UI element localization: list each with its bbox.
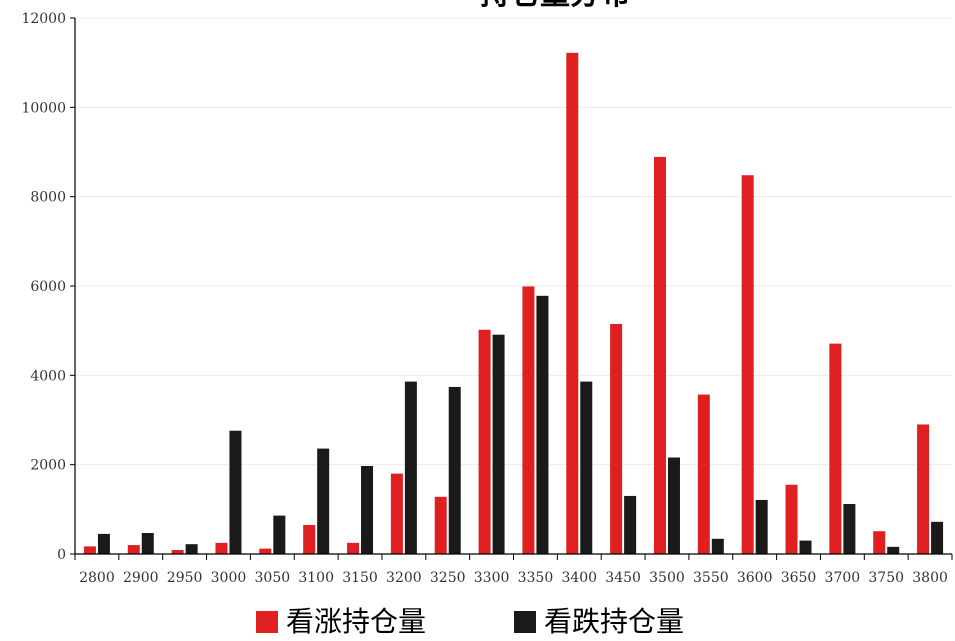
bar-chart: 持仓量分布 0 2000 4000 6000 8000 10000 12000 2800 29… <box>21 0 953 586</box>
bar-put <box>624 495 637 554</box>
legend-swatch-call <box>256 611 278 633</box>
bar-call <box>741 175 754 554</box>
x-tick-label: 3350 <box>518 570 554 586</box>
bar-put <box>229 430 242 554</box>
bar-put <box>536 295 549 554</box>
x-tick-label: 3700 <box>825 570 861 586</box>
bar-call <box>390 473 403 554</box>
bar-put <box>273 515 286 554</box>
bar-call <box>610 323 623 554</box>
legend: 看涨持仓量 看跌持仓量 <box>0 604 955 640</box>
y-tick-label: 2000 <box>30 458 66 474</box>
x-tick-label: 3000 <box>211 570 247 586</box>
x-tick-label: 3100 <box>298 570 334 586</box>
bar-put <box>141 533 154 554</box>
legend-item-put: 看跌持仓量 <box>514 604 684 640</box>
bar-call <box>566 52 579 555</box>
x-axis-ticks: 2800 2900 2950 3000 3050 3100 3150 3200 3250 3300… <box>74 554 953 586</box>
y-tick-label: 12000 <box>21 11 66 27</box>
bar-put <box>361 466 374 554</box>
bar-put <box>448 386 461 554</box>
bar-put <box>317 448 330 554</box>
bar-call <box>478 329 491 554</box>
bar-put <box>185 544 198 554</box>
y-tick-label: 8000 <box>30 190 66 206</box>
bar-call <box>829 343 842 554</box>
legend-label-put: 看跌持仓量 <box>544 605 685 638</box>
x-tick-label: 3550 <box>693 570 729 586</box>
bar-call <box>347 542 360 554</box>
legend-label-call: 看涨持仓量 <box>286 605 427 638</box>
bar-put <box>580 381 593 554</box>
y-tick-label: 4000 <box>30 368 66 384</box>
x-tick-label: 2950 <box>167 570 203 586</box>
bar-put <box>843 503 856 554</box>
bar-put <box>667 457 680 554</box>
x-tick-label: 2900 <box>123 570 159 586</box>
chart-title: 持仓量分布 <box>480 0 630 12</box>
bars <box>83 52 944 555</box>
legend-swatch-put <box>514 611 536 633</box>
bar-call <box>259 548 272 554</box>
x-tick-label: 3050 <box>255 570 291 586</box>
bar-call <box>303 524 316 554</box>
x-tick-label: 2800 <box>79 570 115 586</box>
bar-call <box>215 542 228 554</box>
bar-put <box>887 546 900 554</box>
x-tick-label: 3600 <box>737 570 773 586</box>
bar-call <box>522 286 535 554</box>
bar-call <box>785 484 798 554</box>
bar-put <box>711 538 724 554</box>
y-axis-ticks: 0 2000 4000 6000 8000 10000 12000 <box>21 11 75 563</box>
y-tick-label: 10000 <box>21 100 66 116</box>
x-tick-label: 3200 <box>386 570 422 586</box>
bar-put <box>492 334 505 554</box>
bar-call <box>653 156 666 554</box>
bar-call <box>171 549 184 554</box>
x-tick-label: 3150 <box>342 570 378 586</box>
bar-put <box>799 540 812 554</box>
bar-put <box>97 533 110 554</box>
bar-call <box>873 531 886 554</box>
bar-call <box>83 546 96 554</box>
bar-call <box>697 394 710 554</box>
x-tick-label: 3800 <box>912 570 948 586</box>
y-tick-label: 0 <box>57 547 66 563</box>
x-tick-label: 3450 <box>605 570 641 586</box>
legend-item-call: 看涨持仓量 <box>256 604 426 640</box>
bar-call <box>917 424 930 554</box>
y-tick-label: 6000 <box>30 279 66 295</box>
x-tick-label: 3650 <box>781 570 817 586</box>
bar-put <box>755 499 768 554</box>
bar-put <box>404 381 417 554</box>
x-tick-label: 3400 <box>561 570 597 586</box>
bar-put <box>931 521 944 554</box>
x-tick-label: 3300 <box>474 570 510 586</box>
x-tick-label: 3500 <box>649 570 685 586</box>
bar-call <box>434 496 447 554</box>
gridlines <box>75 17 952 466</box>
bar-call <box>127 545 140 554</box>
x-tick-label: 3750 <box>868 570 904 586</box>
x-tick-label: 3250 <box>430 570 466 586</box>
